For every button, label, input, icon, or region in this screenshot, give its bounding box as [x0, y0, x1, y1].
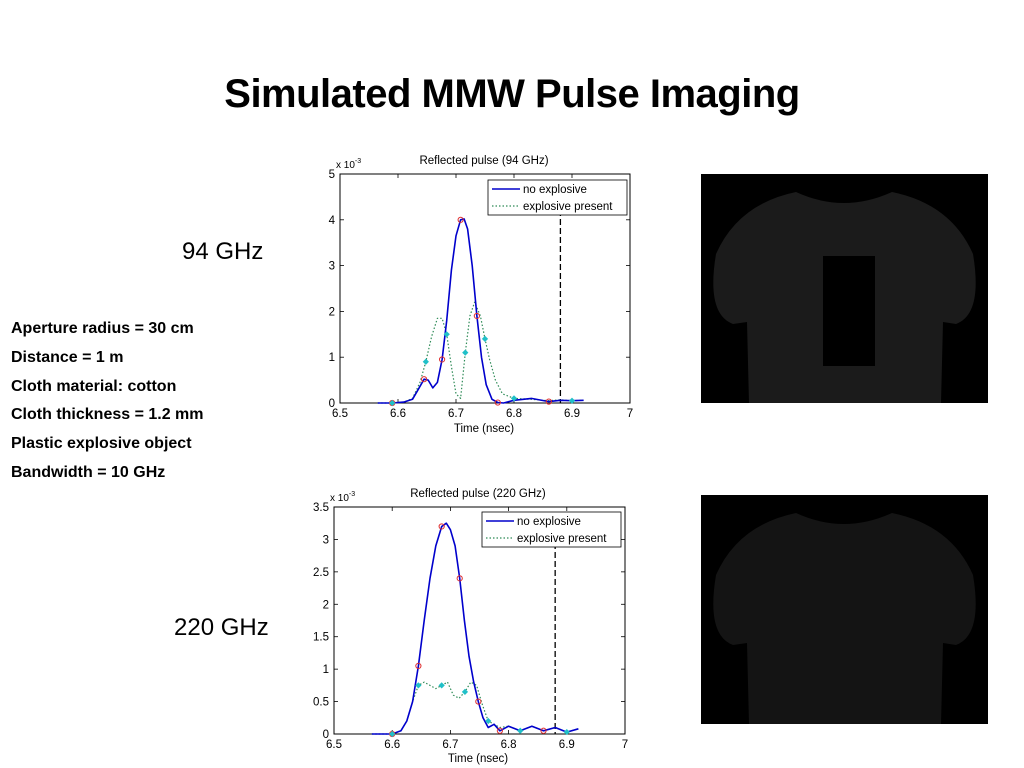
- x-tick-label: 6.8: [506, 408, 522, 420]
- legend-label-no-explosive: no explosive: [517, 516, 581, 528]
- x-tick-label: 6.5: [326, 739, 342, 751]
- param-cloth-thickness: Cloth thickness = 1.2 mm: [11, 406, 204, 424]
- y-tick-label: 0.5: [313, 697, 329, 709]
- param-cloth-material: Cloth material: cotton: [11, 377, 177, 395]
- x-tick-label: 6.9: [559, 739, 575, 751]
- label-94-ghz: 94 GHz: [182, 238, 264, 265]
- series-point-explosive-present: [568, 397, 576, 404]
- y-scale-label: x 10-3: [330, 491, 355, 504]
- x-tick-label: 6.5: [332, 408, 348, 420]
- slide-title: Simulated MMW Pulse Imaging: [224, 72, 800, 116]
- y-tick-label: 3.5: [313, 502, 329, 514]
- simulated-image-94: [701, 174, 988, 403]
- y-tick-label: 2: [323, 599, 329, 611]
- series-point-explosive-present: [563, 728, 570, 736]
- axes-ticks: 6.5 6.6 6.7 6.8 6.9 7 0 1 2 3 4 5: [329, 169, 634, 420]
- legend-box: [487, 179, 628, 216]
- series-point-no-explosive: [545, 398, 552, 405]
- y-tick-label: 3: [329, 261, 335, 273]
- chart-title: Reflected pulse (220 GHz): [410, 488, 546, 500]
- series-line-no-explosive: [371, 522, 579, 735]
- simulation-parameters: Aperture radius = 30 cm Distance = 1 m C…: [11, 318, 204, 491]
- series-point-explosive-present: [517, 727, 524, 734]
- chart-title: Reflected pulse (94 GHz): [419, 155, 548, 167]
- series-point-no-explosive: [473, 312, 480, 320]
- series-point-no-explosive: [438, 523, 445, 530]
- y-tick-label: 1.5: [313, 632, 329, 644]
- x-tick-label: 6.6: [384, 739, 400, 751]
- torso-silhouette-220: [713, 513, 976, 724]
- param-aperture: Aperture radius = 30 cm: [11, 320, 194, 337]
- y-tick-label: 2.5: [313, 567, 329, 579]
- y-tick-label: 5: [329, 169, 335, 181]
- legend-label-explosive-present: explosive present: [517, 533, 607, 545]
- y-tick-label: 2: [329, 306, 335, 318]
- series-point-explosive-present: [389, 399, 396, 407]
- x-axis-label: Time (nsec): [448, 753, 508, 765]
- series-point-no-explosive: [496, 727, 503, 734]
- x-axis-label: Time (nsec): [454, 423, 514, 435]
- legend-label-no-explosive: no explosive: [523, 184, 587, 196]
- legend-box: [481, 511, 622, 548]
- label-220-ghz: 220 GHz: [174, 614, 269, 641]
- series-point-explosive-present: [481, 335, 489, 342]
- x-tick-label: 7: [627, 408, 633, 420]
- x-tick-label: 6.9: [564, 408, 580, 420]
- series-point-explosive-present: [462, 349, 469, 356]
- x-tick-label: 6.6: [390, 408, 406, 420]
- torso-silhouette-94: [713, 192, 976, 403]
- series-point-no-explosive: [438, 356, 446, 363]
- series-marks: [377, 192, 584, 407]
- series-point-explosive-present: [485, 717, 492, 725]
- series-point-no-explosive: [421, 376, 428, 383]
- y-scale-label: x 10-3: [336, 158, 361, 171]
- param-bandwidth: Bandwidth = 10 GHz: [11, 463, 166, 481]
- y-tick-label: 3: [323, 534, 329, 546]
- series-line-no-explosive: [377, 218, 584, 404]
- y-tick-label: 0: [323, 729, 329, 741]
- x-tick-label: 7: [622, 739, 628, 751]
- axes-ticks: 6.5 6.6 6.7 6.8 6.9 7 0 0.5 1 1.5 2 2.5 3 3.5: [313, 502, 628, 751]
- simulated-image-220: [701, 495, 988, 724]
- x-tick-label: 6.8: [501, 739, 517, 751]
- param-object: Plastic explosive object: [11, 435, 192, 453]
- legend: no explosive explosive present: [487, 179, 628, 216]
- series-point-no-explosive: [540, 727, 547, 734]
- series-point-explosive-present: [422, 358, 429, 365]
- param-distance: Distance = 1 m: [11, 348, 124, 366]
- series-point-no-explosive: [456, 575, 463, 582]
- series-point-no-explosive: [457, 216, 464, 223]
- y-tick-label: 0: [329, 398, 335, 410]
- x-tick-label: 6.7: [448, 408, 464, 420]
- series-point-explosive-present: [389, 730, 396, 738]
- y-tick-label: 1: [323, 664, 329, 676]
- legend-label-explosive-present: explosive present: [523, 201, 613, 213]
- series-point-no-explosive: [475, 698, 482, 705]
- legend: no explosive explosive present: [481, 511, 622, 548]
- series-point-no-explosive: [494, 399, 501, 406]
- series-point-explosive-present: [443, 331, 450, 338]
- x-tick-label: 6.7: [442, 739, 458, 751]
- y-tick-label: 4: [329, 215, 336, 227]
- y-tick-label: 1: [329, 352, 335, 364]
- series-point-no-explosive: [415, 662, 422, 670]
- series-line-explosive-present: [377, 301, 584, 404]
- series-marks: [371, 522, 579, 738]
- concealed-object-shadow: [823, 256, 875, 366]
